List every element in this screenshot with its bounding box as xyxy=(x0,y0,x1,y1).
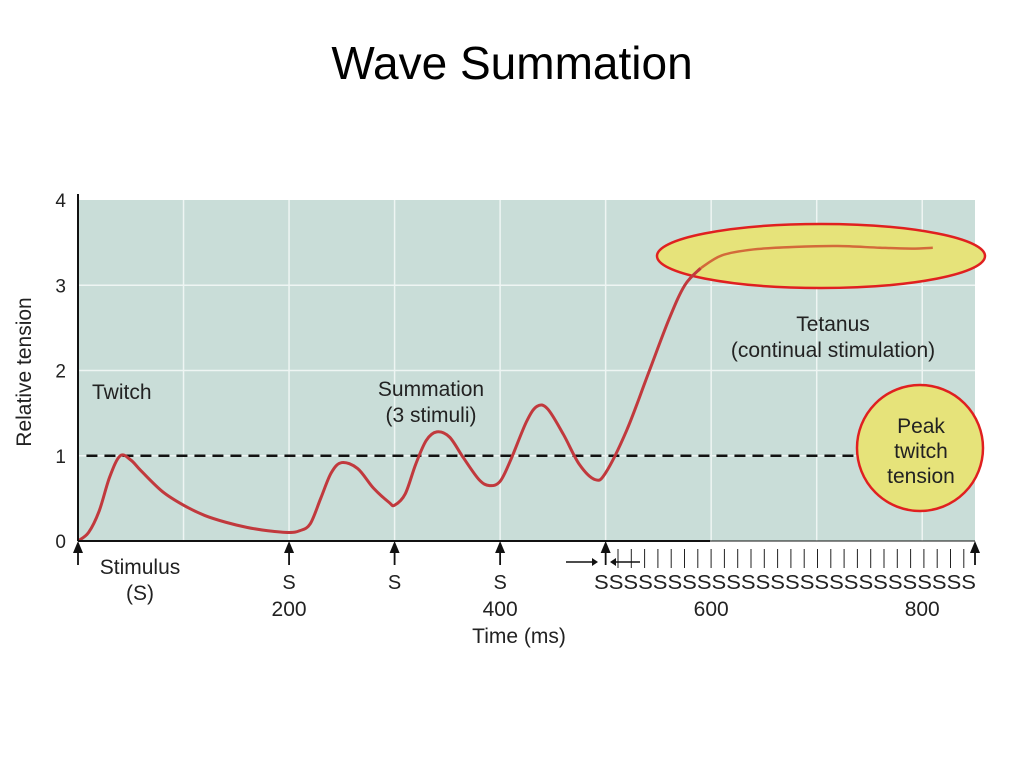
stimulus-label-line2: (S) xyxy=(126,582,154,605)
x-axis-label: Time (ms) xyxy=(472,625,566,648)
s-label: S xyxy=(493,572,506,594)
stimulus-arrow-head xyxy=(495,541,506,553)
tension-curve xyxy=(77,267,702,543)
tetanus-highlight xyxy=(655,222,987,290)
x-tick-label: 800 xyxy=(905,598,940,621)
stimulus-label-line1: Stimulus xyxy=(100,556,181,579)
peak-label-line1: Peak xyxy=(897,415,945,438)
peak-label-line3: tension xyxy=(887,465,955,488)
y-tick-label: 3 xyxy=(55,276,66,297)
stimulus-arrow-head xyxy=(600,541,611,553)
tetanus-label-line1: Tetanus xyxy=(796,313,870,336)
y-tick-label: 0 xyxy=(55,532,66,553)
s-label: S xyxy=(282,572,295,594)
tetanus-plateau-curve xyxy=(699,244,933,270)
tick-labels: 0 1 2 3 4 200 400 600 800 xyxy=(55,191,939,621)
x-tick-label: 600 xyxy=(694,598,729,621)
summation-label-line2: (3 stimuli) xyxy=(385,404,476,427)
summation-label-line1: Summation xyxy=(378,378,484,401)
twitch-label: Twitch xyxy=(92,381,152,404)
y-axis-label: Relative tension xyxy=(13,297,36,446)
x-tick-label: 400 xyxy=(483,598,518,621)
stimulus-arrow-head xyxy=(970,541,980,553)
s-run-label: SSSSSSSSSSSSSSSSSSSSSSSSSS xyxy=(594,572,976,594)
stimulus-arrow-head xyxy=(73,541,83,553)
y-tick-label: 4 xyxy=(55,191,66,212)
stimulus-arrow-head xyxy=(389,541,400,553)
peak-callout-circle xyxy=(855,383,985,513)
interval-arrow-right-head xyxy=(610,558,616,566)
stimulus-arrow-head xyxy=(284,541,295,553)
tetanus-highlight-ellipse xyxy=(655,222,987,290)
peak-twitch-callout: Peak twitch tension xyxy=(855,383,985,513)
peak-label-line2: twitch xyxy=(894,440,948,463)
annotations: Twitch Summation (3 stimuli) Tetanus (co… xyxy=(92,313,976,605)
y-tick-label: 2 xyxy=(55,362,66,383)
interval-arrow-left-head xyxy=(592,558,598,566)
s-label: S xyxy=(388,572,401,594)
axes xyxy=(77,194,975,542)
x-tick-label: 200 xyxy=(272,598,307,621)
slide-title: Wave Summation xyxy=(331,37,693,89)
y-tick-label: 1 xyxy=(55,447,66,468)
tetanus-label-line2: (continual stimulation) xyxy=(731,339,935,362)
